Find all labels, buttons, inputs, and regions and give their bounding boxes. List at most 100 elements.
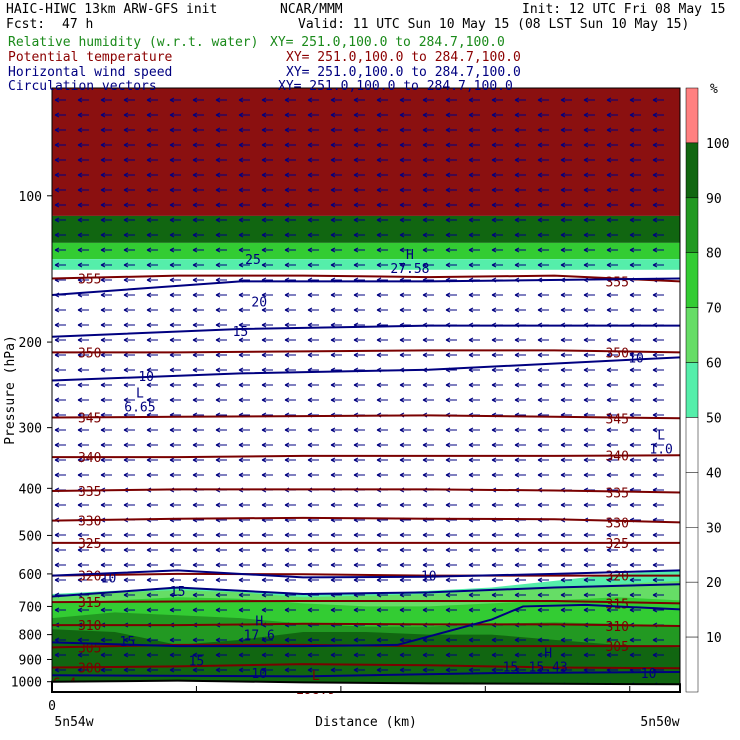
theta-contour-320 (52, 572, 680, 577)
wind-vector-head (491, 172, 497, 178)
wind-vector-head (560, 292, 566, 298)
wind-vector-head (353, 337, 359, 343)
wind-vector-head (215, 652, 221, 658)
wind-vector-head (537, 262, 543, 268)
wind-vector-head (652, 457, 658, 463)
wind-vector-head (284, 262, 290, 268)
wind-vector-head (468, 442, 474, 448)
wind-vector-head (399, 187, 405, 193)
wind-vector-head (261, 232, 267, 238)
wind-vector-head (330, 307, 336, 313)
wind-vector-head (629, 217, 635, 223)
wind-vector-head (537, 292, 543, 298)
wind-vector-head (583, 562, 589, 568)
wind-vector-head (514, 262, 520, 268)
wind-vector-head (123, 382, 129, 388)
wind-vector-head (261, 97, 267, 103)
wind-vector-head (514, 112, 520, 118)
wind-vector-head (353, 292, 359, 298)
wind-vector-head (468, 652, 474, 658)
wind-vector-head (422, 532, 428, 538)
wind-vector-head (261, 187, 267, 193)
wind-vector-head (399, 562, 405, 568)
extremum-kind: H (406, 248, 414, 263)
wind-vector-head (399, 667, 405, 673)
wind-vector-head (261, 367, 267, 373)
colorbar-label: 80 (706, 247, 722, 262)
wind-vector-head (583, 187, 589, 193)
wind-vector-head (445, 502, 451, 508)
wind-vector-head (169, 457, 175, 463)
wind-vector-head (399, 262, 405, 268)
wind-vector-head (330, 142, 336, 148)
wind-vector-head (261, 592, 267, 598)
wind-vector-head (169, 172, 175, 178)
wind-vector-head (123, 247, 129, 253)
wind-vector-head (399, 172, 405, 178)
wind-vector-head (537, 112, 543, 118)
wind-vector-head (100, 157, 106, 163)
wind-vector-head (514, 457, 520, 463)
wind-vector-head (261, 532, 267, 538)
wind-vector-head (422, 547, 428, 553)
wind-vector-head (307, 112, 313, 118)
wind-vector-head (629, 562, 635, 568)
wind-vector-head (491, 607, 497, 613)
wind-vector-head (583, 217, 589, 223)
wind-vector-head (652, 562, 658, 568)
wind-vector-head (169, 322, 175, 328)
wind-vector-head (192, 277, 198, 283)
colorbar-unit: % (710, 82, 718, 97)
wind-vector-head (445, 187, 451, 193)
wind-vector-head (422, 187, 428, 193)
wind-vector-head (215, 352, 221, 358)
wind-vector-head (652, 397, 658, 403)
wind-vector-head (445, 607, 451, 613)
wind-vector-head (169, 262, 175, 268)
wind-label-10: 10 (138, 370, 154, 385)
wind-vector-head (376, 577, 382, 583)
wind-vector-head (445, 457, 451, 463)
wind-vector-head (376, 532, 382, 538)
wind-vector-head (238, 142, 244, 148)
wind-vector-head (422, 307, 428, 313)
wind-vector-head (491, 232, 497, 238)
wind-vector-head (54, 127, 60, 133)
y-axis-title: Pressure (hPa) (3, 335, 18, 445)
wind-vector-head (652, 412, 658, 418)
wind-vector-head (629, 442, 635, 448)
wind-vector-head (537, 562, 543, 568)
wind-vector-head (353, 142, 359, 148)
wind-vector-head (215, 472, 221, 478)
wind-vector-head (54, 172, 60, 178)
wind-vector-head (629, 187, 635, 193)
wind-vector-head (238, 607, 244, 613)
wind-vector-head (123, 187, 129, 193)
wind-vector-head (77, 142, 83, 148)
wind-vector-head (215, 142, 221, 148)
wind-vector-head (652, 262, 658, 268)
wind-vector-head (583, 127, 589, 133)
field-xy-wind: XY= 251.0,100.0 to 284.7,100.0 (286, 65, 521, 80)
wind-vector-head (123, 157, 129, 163)
wind-vector-head (284, 337, 290, 343)
wind-vector-head (514, 502, 520, 508)
wind-vector-head (54, 427, 60, 433)
wind-vector-head (215, 277, 221, 283)
y-tick-label: 700 (19, 600, 42, 615)
wind-vector-head (238, 247, 244, 253)
wind-label-15: 15 (170, 585, 186, 600)
wind-vector-head (123, 277, 129, 283)
wind-vector-head (606, 187, 612, 193)
wind-vector-head (629, 142, 635, 148)
wind-vector-head (445, 127, 451, 133)
wind-vector-head (169, 142, 175, 148)
wind-vector-head (399, 502, 405, 508)
wind-vector-head (284, 202, 290, 208)
wind-vector-head (399, 352, 405, 358)
wind-label-10: 10 (251, 667, 267, 682)
wind-vector-head (468, 562, 474, 568)
wind-vector-head (491, 97, 497, 103)
theta-label-335: 335 (78, 485, 101, 500)
theta-label-355: 355 (78, 273, 101, 288)
